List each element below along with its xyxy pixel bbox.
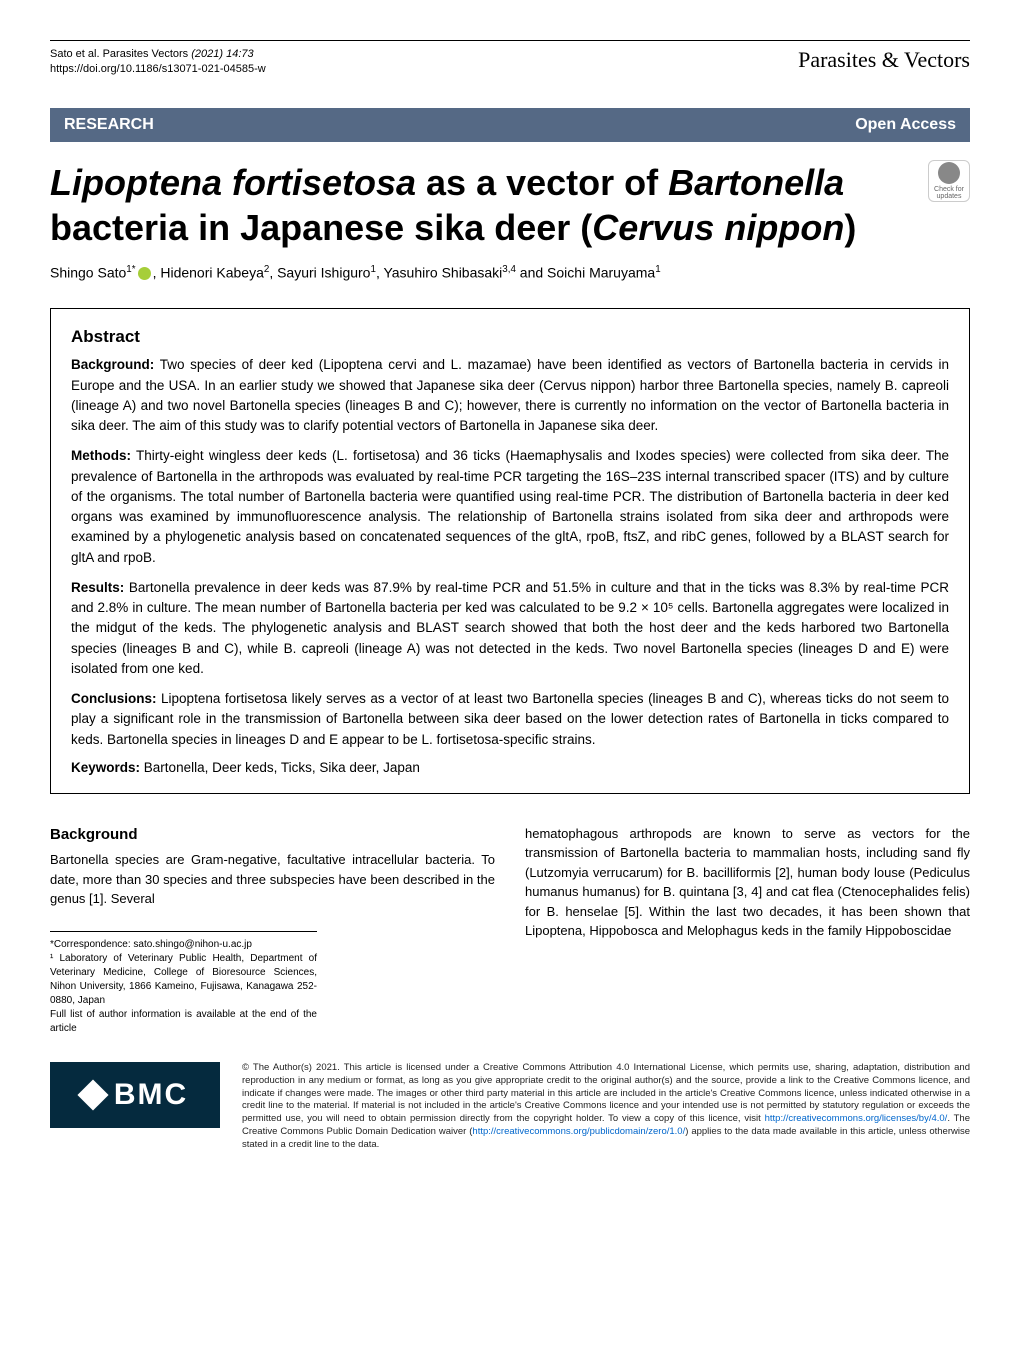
- abstract-box: Abstract Background: Two species of deer…: [50, 308, 970, 794]
- author-4-aff: 3,4: [502, 264, 516, 275]
- background-heading: Background: [50, 824, 495, 847]
- title-part3: Bartonella: [668, 162, 844, 203]
- results-text: Bartonella prevalence in deer keds was 8…: [71, 580, 949, 676]
- author-1-aff: 1*: [126, 264, 135, 275]
- check-updates-icon: [938, 162, 960, 184]
- author-3: Sayuri Ishiguro: [277, 264, 370, 280]
- article-type-banner: RESEARCH Open Access: [50, 108, 970, 142]
- author-2-aff: 2: [264, 264, 269, 275]
- full-list-note: Full list of author information is avail…: [50, 1009, 317, 1034]
- corr-label: *Correspondence:: [50, 939, 131, 950]
- bmc-logo: BMC: [50, 1062, 220, 1128]
- author-5: Soichi Maruyama: [547, 264, 655, 280]
- header-row: Sato et al. Parasites Vectors (2021) 14:…: [50, 47, 970, 78]
- results-label: Results:: [71, 580, 124, 595]
- title-part6: ): [844, 207, 856, 248]
- left-column: Background Bartonella species are Gram-n…: [50, 824, 495, 1036]
- right-paragraph: hematophagous arthropods are known to se…: [525, 824, 970, 941]
- doi: https://doi.org/10.1186/s13071-021-04585…: [50, 63, 266, 75]
- author-3-aff: 1: [370, 264, 375, 275]
- article-type: RESEARCH: [64, 116, 154, 134]
- check-line1: Check for: [934, 186, 964, 193]
- title-row: Lipoptena fortisetosa as a vector of Bar…: [50, 160, 970, 264]
- title-part5: Cervus nippon: [592, 207, 844, 248]
- license-link-1[interactable]: http://creativecommons.org/licenses/by/4…: [765, 1113, 948, 1124]
- citation: Sato et al. Parasites Vectors (2021) 14:…: [50, 47, 266, 78]
- abstract-conclusions: Conclusions: Lipoptena fortisetosa likel…: [71, 689, 949, 750]
- background-text: Two species of deer ked (Lipoptena cervi…: [71, 357, 949, 433]
- author-1: Shingo Sato: [50, 264, 126, 280]
- keywords: Keywords: Bartonella, Deer keds, Ticks, …: [71, 760, 949, 775]
- corr-email: sato.shingo@nihon-u.ac.jp: [133, 939, 252, 950]
- abstract-methods: Methods: Thirty-eight wingless deer keds…: [71, 446, 949, 568]
- open-access-label: Open Access: [855, 116, 956, 134]
- title-part2: as a vector of: [416, 162, 668, 203]
- footer-row: BMC © The Author(s) 2021. This article i…: [50, 1062, 970, 1152]
- background-label: Background:: [71, 357, 154, 372]
- methods-text: Thirty-eight wingless deer keds (L. fort…: [71, 448, 949, 564]
- journal-name: Parasites & Vectors: [798, 47, 970, 73]
- orcid-icon[interactable]: [138, 267, 151, 280]
- license-text: © The Author(s) 2021. This article is li…: [242, 1062, 970, 1152]
- methods-label: Methods:: [71, 448, 131, 463]
- abstract-results: Results: Bartonella prevalence in deer k…: [71, 578, 949, 679]
- citation-year: (2021) 14:73: [191, 48, 253, 60]
- author-4: Yasuhiro Shibasaki: [383, 264, 502, 280]
- conclusions-label: Conclusions:: [71, 691, 157, 706]
- check-line2: updates: [937, 193, 962, 200]
- page: Sato et al. Parasites Vectors (2021) 14:…: [0, 0, 1020, 1192]
- abstract-background: Background: Two species of deer ked (Lip…: [71, 355, 949, 436]
- article-title: Lipoptena fortisetosa as a vector of Bar…: [50, 160, 916, 250]
- license-link-2[interactable]: http://creativecommons.org/publicdomain/…: [472, 1126, 685, 1137]
- check-updates-badge[interactable]: Check for updates: [928, 160, 970, 202]
- bmc-text: BMC: [114, 1078, 188, 1112]
- abstract-heading: Abstract: [71, 327, 949, 347]
- conclusions-text: Lipoptena fortisetosa likely serves as a…: [71, 691, 949, 747]
- top-rule: [50, 40, 970, 41]
- author-2: Hidenori Kabeya: [160, 264, 264, 280]
- keywords-text: Bartonella, Deer keds, Ticks, Sika deer,…: [144, 760, 420, 775]
- bmc-square-icon: [77, 1079, 108, 1110]
- authors: Shingo Sato1*, Hidenori Kabeya2, Sayuri …: [50, 264, 970, 281]
- affiliation-1: ¹ Laboratory of Veterinary Public Health…: [50, 953, 317, 1006]
- left-paragraph: Bartonella species are Gram-negative, fa…: [50, 850, 495, 909]
- citation-authors: Sato et al. Parasites Vectors: [50, 48, 188, 60]
- keywords-label: Keywords:: [71, 760, 140, 775]
- title-part1: Lipoptena fortisetosa: [50, 162, 416, 203]
- title-part4: bacteria in Japanese sika deer (: [50, 207, 592, 248]
- right-column: hematophagous arthropods are known to se…: [525, 824, 970, 1036]
- body-columns: Background Bartonella species are Gram-n…: [50, 824, 970, 1036]
- correspondence-block: *Correspondence: sato.shingo@nihon-u.ac.…: [50, 931, 317, 1036]
- author-5-aff: 1: [655, 264, 660, 275]
